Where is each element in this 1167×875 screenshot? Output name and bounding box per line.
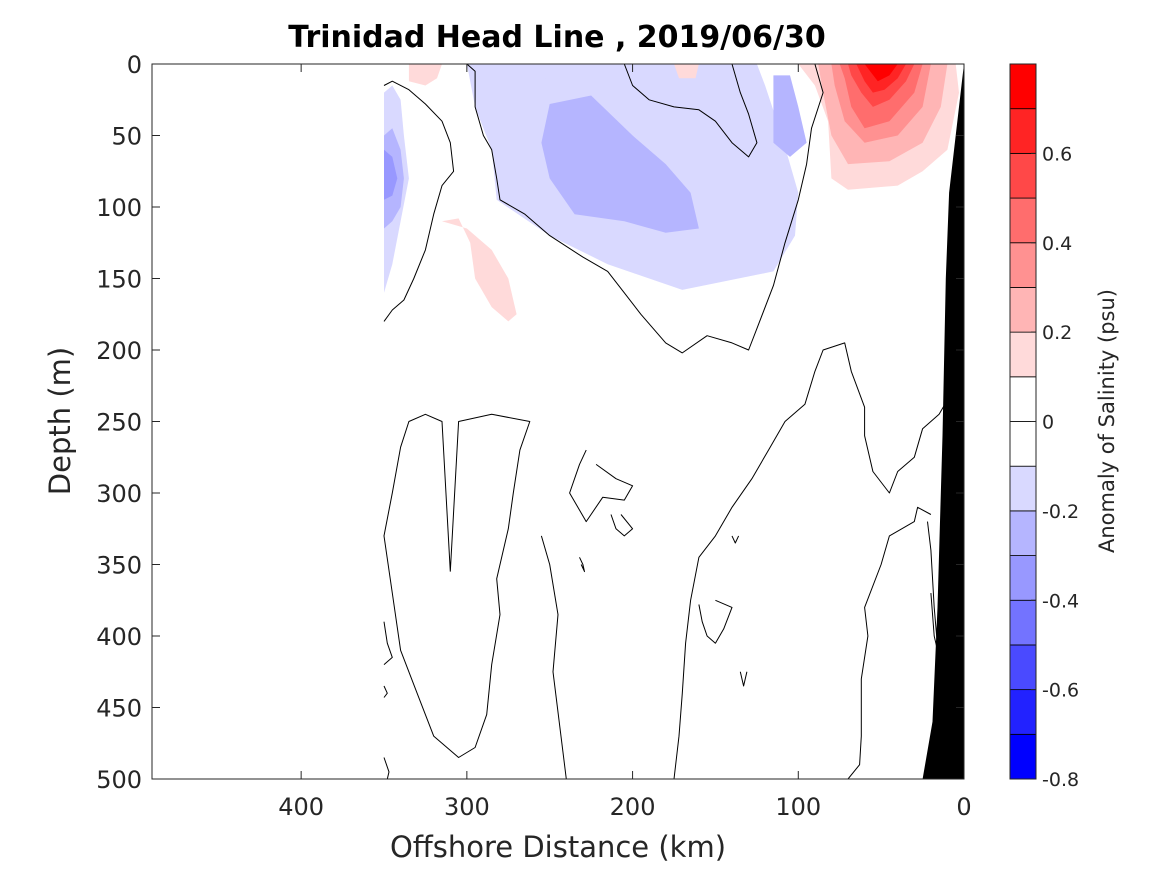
- negative-anomaly-region: [524, 64, 547, 82]
- zero-contour-line: [731, 535, 740, 544]
- zero-contour-line: [739, 671, 748, 687]
- colorbar: -0.8 -0.6 -0.4 -0.2 0 0.2 0.4 0.6: [1009, 63, 1079, 791]
- colorbar-title: Anomaly of Salinity (psu): [1095, 289, 1119, 553]
- y-tick-label: 250: [96, 409, 142, 437]
- colorbar-swatch: [1009, 644, 1037, 691]
- zero-contour-line: [698, 599, 733, 644]
- x-tick-label: 100: [775, 793, 821, 821]
- colorbar-tick-label: -0.2: [1042, 501, 1079, 523]
- negative-anomaly-region: [773, 75, 807, 157]
- y-tick-label: 350: [96, 552, 142, 580]
- colorbar-tick-label: -0.6: [1042, 680, 1079, 702]
- y-tick-label: 0: [127, 51, 142, 79]
- x-axis-title: Offshore Distance (km): [390, 830, 726, 864]
- colorbar-tick-label: 0.4: [1042, 233, 1072, 255]
- y-tick-label: 400: [96, 623, 142, 651]
- zero-contour-line: [623, 64, 758, 158]
- zero-contour-line: [847, 506, 932, 779]
- colorbar-swatch: [1009, 331, 1037, 378]
- zero-contour-line: [466, 64, 824, 354]
- bathymetry-layer: [922, 64, 964, 779]
- zero-contour-line: [610, 514, 634, 537]
- zero-contour-line: [569, 449, 634, 523]
- colorbar-tick-label: 0.2: [1042, 322, 1072, 344]
- colorbar-tick-label: -0.4: [1042, 590, 1079, 612]
- x-tick-label: 200: [610, 793, 656, 821]
- negative-anomaly-region: [384, 149, 398, 200]
- colorbar-swatch: [1009, 63, 1037, 110]
- x-tick-label: 0: [956, 793, 971, 821]
- x-axis: 400 300 200 100 0: [278, 64, 972, 821]
- colorbar-swatch: [1009, 376, 1037, 422]
- y-tick-label: 300: [96, 480, 142, 508]
- colorbar-tick-label: 0: [1042, 412, 1054, 434]
- zero-contour-line: [383, 80, 455, 322]
- zero-contour-line: [579, 557, 585, 573]
- salinity-fill-layer: [384, 64, 959, 322]
- colorbar-swatch: [1009, 599, 1037, 646]
- colorbar-swatch: [1009, 108, 1037, 154]
- x-tick-label: 300: [444, 793, 490, 821]
- zero-contour-line: [383, 685, 388, 698]
- zero-contour-line: [383, 413, 531, 758]
- colorbar-tick-label: 0.6: [1042, 143, 1072, 165]
- zero-contour-line: [673, 342, 948, 779]
- colorbar-swatch: [1009, 287, 1037, 333]
- y-axis-title: Depth (m): [43, 347, 77, 495]
- y-tick-label: 150: [96, 266, 142, 294]
- y-tick-label: 50: [111, 123, 142, 151]
- x-tick-label: 400: [278, 793, 324, 821]
- zero-contour-line: [540, 535, 567, 779]
- zero-contour-line: [383, 621, 393, 665]
- colorbar-swatch: [1009, 555, 1037, 601]
- y-axis: 0 50 100 150 200 250 300 350 400 450 500: [96, 51, 964, 794]
- colorbar-swatch: [1009, 421, 1037, 467]
- bathymetry-shelf: [922, 64, 964, 779]
- negative-anomaly-region: [541, 95, 699, 233]
- y-tick-label: 100: [96, 194, 142, 222]
- colorbar-swatch: [1009, 242, 1037, 288]
- y-tick-label: 200: [96, 337, 142, 365]
- colorbar-swatch: [1009, 197, 1037, 244]
- colorbar-tick-label: -0.8: [1042, 769, 1079, 791]
- y-tick-label: 500: [96, 766, 142, 794]
- colorbar-swatch: [1009, 465, 1037, 512]
- positive-anomaly-region: [442, 218, 517, 322]
- chart-title: Trinidad Head Line , 2019/06/30: [288, 20, 825, 55]
- positive-anomaly-region: [674, 64, 699, 79]
- y-tick-label: 450: [96, 695, 142, 723]
- colorbar-swatch: [1009, 510, 1037, 556]
- zero-contour-line: [383, 757, 390, 779]
- positive-anomaly-region: [864, 64, 898, 82]
- colorbar-swatch: [1009, 689, 1037, 735]
- colorbar-swatch: [1009, 152, 1037, 199]
- positive-anomaly-region: [408, 64, 442, 86]
- colorbar-swatch: [1009, 733, 1037, 780]
